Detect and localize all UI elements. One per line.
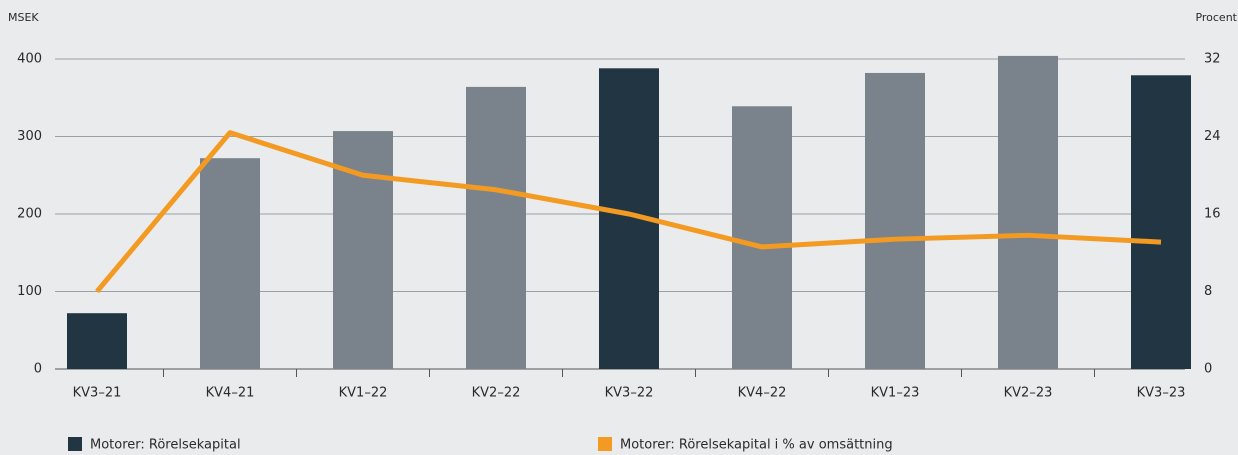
legend-swatch bbox=[598, 437, 612, 451]
x-tick-label: KV1–22 bbox=[339, 386, 388, 401]
y-tick-label: 200 bbox=[17, 207, 42, 222]
legend-swatch bbox=[68, 437, 82, 451]
legend-label: Motorer: Rörelsekapital i % av omsättnin… bbox=[620, 438, 893, 453]
bar bbox=[466, 86, 526, 370]
y-axis-label: MSEK bbox=[8, 11, 39, 24]
bar bbox=[865, 72, 925, 369]
legend-label: Motorer: Rörelsekapital bbox=[90, 438, 241, 453]
y-tick-label: 100 bbox=[17, 284, 42, 299]
x-tick-label: KV4–22 bbox=[738, 386, 787, 401]
bar bbox=[732, 106, 792, 370]
y-tick-label: 400 bbox=[17, 52, 42, 67]
x-tick-label: KV3–21 bbox=[73, 386, 122, 401]
y2-tick-label: 16 bbox=[1204, 207, 1221, 222]
y2-axis-label: Procent bbox=[1195, 11, 1237, 24]
y2-tick-label: 0 bbox=[1204, 362, 1212, 377]
y-tick-label: 0 bbox=[34, 362, 42, 377]
x-tick-label: KV3–23 bbox=[1137, 386, 1186, 401]
x-tick-label: KV4–21 bbox=[206, 386, 255, 401]
y2-tick-label: 8 bbox=[1204, 284, 1212, 299]
x-tick-label: KV3–22 bbox=[605, 386, 654, 401]
x-tick-label: KV2–22 bbox=[472, 386, 521, 401]
y2-tick-label: 32 bbox=[1204, 52, 1221, 67]
x-tick-label: KV1–23 bbox=[871, 386, 920, 401]
bar bbox=[1131, 75, 1191, 370]
line bbox=[95, 130, 1162, 294]
x-tick-label: KV2–23 bbox=[1004, 386, 1053, 401]
bar bbox=[998, 55, 1058, 370]
bar bbox=[200, 158, 260, 369]
y2-tick-label: 24 bbox=[1204, 129, 1221, 144]
y-tick-label: 300 bbox=[17, 129, 42, 144]
bar bbox=[67, 313, 127, 369]
